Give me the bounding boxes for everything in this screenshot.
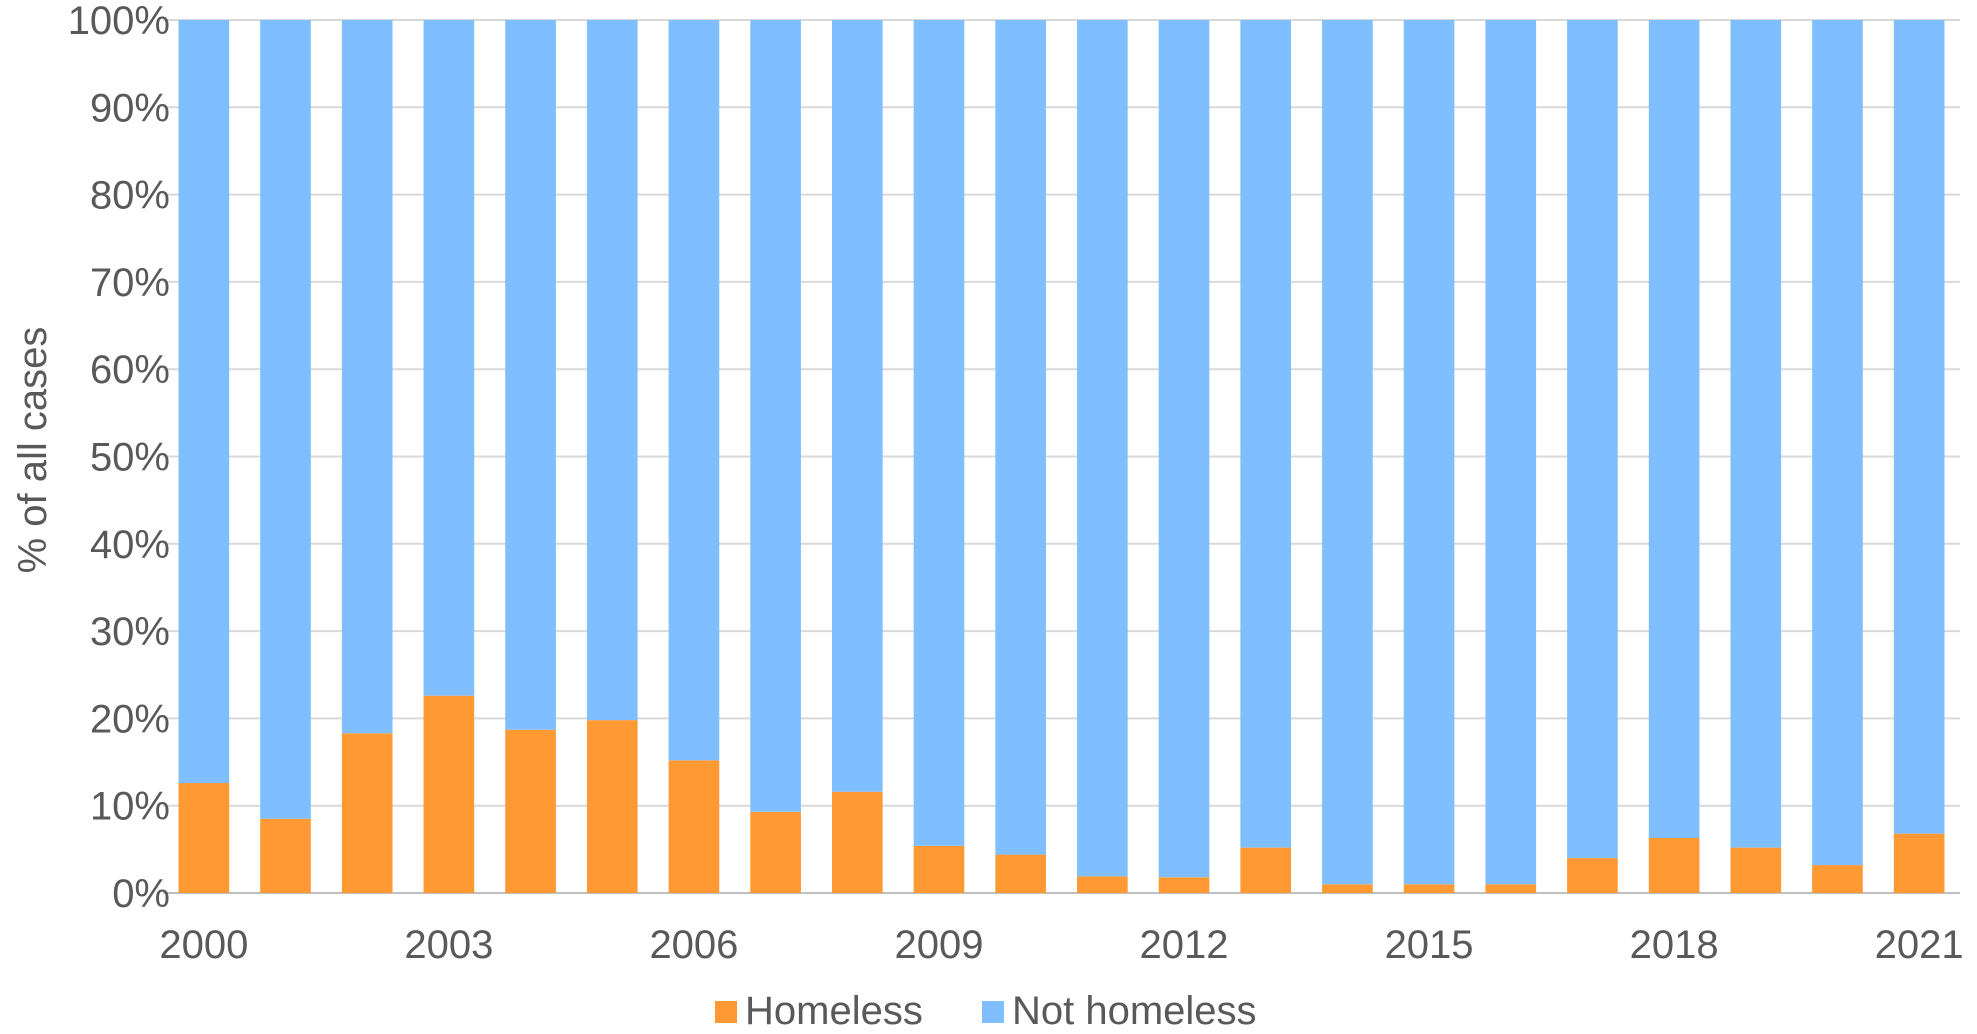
y-tick-label: 0%: [112, 872, 170, 916]
bar-not-homeless-2015: [1403, 20, 1455, 885]
bar-homeless-2004: [505, 729, 556, 893]
bar-homeless-2001: [260, 818, 311, 893]
legend-swatch-not-homeless: [982, 1001, 1004, 1023]
bar-not-homeless-2012: [1158, 20, 1210, 878]
bar-not-homeless-2001: [260, 20, 311, 819]
bar-not-homeless-2016: [1485, 20, 1537, 885]
bar-homeless-2006: [668, 760, 720, 893]
x-tick-label: 2000: [159, 923, 248, 967]
legend-label-not-homeless: Not homeless: [1012, 989, 1257, 1033]
y-tick-label: 10%: [90, 785, 170, 829]
bar-not-homeless-2004: [505, 20, 556, 730]
bar-homeless-2010: [995, 854, 1046, 893]
x-tick-label: 2015: [1385, 923, 1474, 967]
legend-swatch-homeless: [715, 1001, 737, 1023]
bar-not-homeless-2014: [1322, 20, 1373, 885]
bar-not-homeless-2010: [995, 20, 1046, 855]
bar-not-homeless-2005: [586, 20, 638, 721]
bar-not-homeless-2007: [750, 20, 801, 812]
bar-homeless-2021: [1893, 833, 1945, 893]
bar-not-homeless-2011: [1077, 20, 1128, 877]
bars: [178, 20, 1945, 893]
bar-homeless-2011: [1077, 876, 1128, 893]
bar-homeless-2005: [586, 720, 638, 893]
bar-not-homeless-2018: [1648, 20, 1700, 839]
y-axis-ticks: 0% 10% 20% 30% 40% 50% 60% 70% 80% 90% 100%: [68, 0, 170, 916]
x-tick-label: 2009: [894, 923, 983, 967]
bar-not-homeless-2021: [1893, 20, 1945, 834]
bar-homeless-2009: [913, 845, 965, 893]
bar-not-homeless-2008: [831, 20, 883, 792]
x-tick-label: 2018: [1630, 923, 1719, 967]
bar-not-homeless-2013: [1240, 20, 1292, 848]
y-tick-label: 60%: [90, 348, 170, 392]
bar-homeless-2018: [1648, 838, 1700, 893]
bar-not-homeless-2019: [1730, 20, 1782, 848]
bar-not-homeless-2009: [913, 20, 965, 846]
bar-not-homeless-2003: [423, 20, 475, 696]
y-axis-title: % of all cases: [11, 327, 55, 574]
x-tick-label: 2021: [1875, 923, 1964, 967]
bar-homeless-2016: [1485, 884, 1537, 893]
y-tick-label: 100%: [68, 0, 170, 43]
y-tick-label: 50%: [90, 436, 170, 480]
y-tick-label: 90%: [90, 86, 170, 130]
bar-homeless-2020: [1812, 865, 1863, 893]
x-axis-ticks: 2000 2003 2006 2009 2012 2015 2018 2021: [159, 923, 1963, 967]
bar-homeless-2017: [1567, 858, 1618, 893]
y-tick-label: 20%: [90, 697, 170, 741]
legend: Homeless Not homeless: [715, 989, 1257, 1033]
bar-not-homeless-2006: [668, 20, 720, 761]
bar-homeless-2007: [750, 811, 801, 893]
x-tick-label: 2003: [404, 923, 493, 967]
bar-homeless-2014: [1322, 884, 1373, 893]
bar-homeless-2000: [178, 783, 230, 893]
bar-homeless-2019: [1730, 847, 1782, 893]
x-tick-label: 2012: [1140, 923, 1229, 967]
y-tick-label: 40%: [90, 523, 170, 567]
bar-homeless-2013: [1240, 847, 1292, 893]
bar-not-homeless-2000: [178, 20, 230, 784]
bar-homeless-2012: [1158, 877, 1210, 893]
bar-homeless-2015: [1403, 884, 1455, 893]
bar-homeless-2008: [831, 791, 883, 893]
y-tick-label: 30%: [90, 610, 170, 654]
bar-not-homeless-2002: [341, 20, 393, 734]
x-tick-label: 2006: [649, 923, 738, 967]
bar-not-homeless-2017: [1567, 20, 1618, 859]
bar-homeless-2003: [423, 695, 475, 893]
legend-label-homeless: Homeless: [745, 989, 923, 1033]
y-tick-label: 80%: [90, 174, 170, 218]
bar-not-homeless-2020: [1812, 20, 1863, 866]
y-tick-label: 70%: [90, 261, 170, 305]
bar-homeless-2002: [341, 733, 393, 893]
